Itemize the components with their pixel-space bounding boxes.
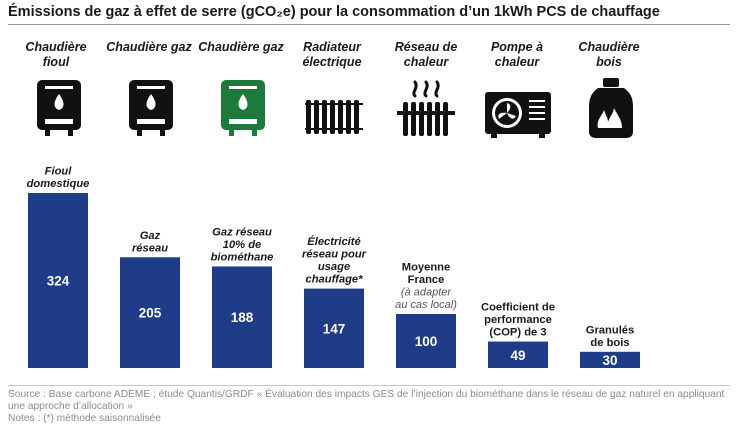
equipment-label-reseau: Réseau de chaleur — [394, 40, 458, 69]
equipment-label-fioul: Chaudière fioul — [25, 40, 87, 69]
source-note: Source : Base carbone ADEME ; étude Quan… — [8, 389, 733, 425]
bar-label-5: Coefficient de performance (COP) de 3 — [481, 302, 555, 339]
bar-label-3: Électricité réseau pour usage chauffage* — [302, 235, 367, 285]
oil-boiler-icon — [37, 80, 81, 136]
bar-label-4: Moyenne France (à adapter au cas local) — [395, 261, 457, 311]
bar-5 — [488, 341, 548, 368]
bar-0 — [28, 193, 88, 368]
equipment-label-gaz-bio: Chaudière gaz — [198, 40, 284, 54]
equipment-label-radiateur: Radiateur électrique — [302, 40, 362, 69]
page-title: Émissions de gaz à effet de serre (gCO₂e… — [8, 4, 660, 20]
equipment-label-bois: Chaudière bois — [578, 40, 640, 69]
electric-radiator-icon — [305, 100, 363, 134]
bar-value-0: 324 — [47, 274, 70, 289]
bar-4 — [396, 313, 456, 368]
source-text: Source : Base carbone ADEME ; étude Quan… — [8, 389, 725, 412]
heating-network-icon — [397, 80, 455, 136]
bar-6 — [580, 351, 640, 368]
bar-value-4: 100 — [415, 334, 438, 349]
biomethane-boiler-icon — [221, 80, 265, 136]
emissions-bar-chart: 324 Fioul domestique 205 Gaz réseau 188 Gaz rés… — [27, 166, 640, 368]
title-divider — [8, 24, 730, 25]
bar-1 — [120, 257, 180, 368]
bar-value-1: 205 — [139, 306, 162, 321]
wood-boiler-icon — [589, 78, 633, 138]
bar-label-6: Granulés de bois — [586, 324, 635, 349]
bar-value-6: 30 — [602, 353, 617, 368]
equipment-label-gaz: Chaudière gaz — [106, 40, 192, 54]
bar-label-2: Gaz réseau 10% de biométhane — [211, 226, 274, 263]
bar-value-2: 188 — [231, 310, 254, 325]
bar-label-0: Fioul domestique — [27, 166, 90, 191]
footer-divider — [8, 385, 730, 386]
notes-text: Notes : (*) méthode saisonnalisée — [8, 413, 161, 424]
bar-2 — [212, 266, 272, 368]
heat-pump-icon — [485, 92, 551, 138]
bar-label-1: Gaz réseau — [132, 230, 168, 255]
gas-boiler-icon — [129, 80, 173, 136]
bar-value-5: 49 — [510, 348, 525, 363]
bar-value-3: 147 — [323, 321, 346, 336]
equipment-label-pompe: Pompe à chaleur — [490, 40, 544, 69]
bar-3 — [304, 288, 364, 368]
